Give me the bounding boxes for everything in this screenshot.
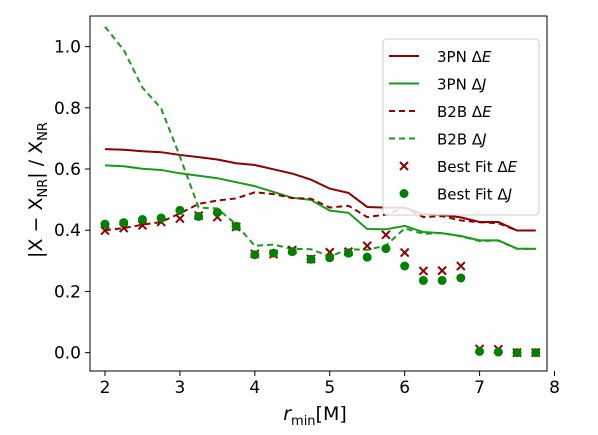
legend-item-3pn-delta-j: 3PN ΔJ	[389, 76, 486, 94]
best-fit-delta-j-point	[362, 252, 372, 262]
legend: 3PN ΔE 3PN ΔJ B2B ΔE B2B ΔJ Best Fit ΔE Best …	[382, 38, 540, 216]
best-fit-delta-e-point	[456, 261, 466, 271]
legend-label: Best Fit ΔE	[437, 158, 518, 176]
best-fit-delta-j-point	[231, 221, 241, 231]
y-axis: 0.0 0.2 0.4 0.6 0.8 1.0	[54, 38, 90, 364]
y-tick-label: 0.8	[54, 99, 81, 119]
series-b2b-delta-j	[104, 26, 536, 258]
x-axis-label: rmin[M]	[283, 403, 347, 429]
legend-label: Best Fit ΔJ	[437, 186, 512, 204]
series-best-fit-delta-e	[100, 210, 541, 358]
best-fit-delta-j-point	[475, 346, 485, 356]
series-3pn-delta-e	[104, 148, 536, 232]
best-fit-delta-j-point	[437, 275, 447, 285]
legend-label: B2B ΔJ	[437, 131, 487, 149]
y-tick-label: 0.6	[54, 160, 81, 180]
series-best-fit-delta-j	[100, 205, 541, 358]
best-fit-delta-j-point	[512, 348, 522, 358]
plot-frame	[89, 15, 548, 372]
best-fit-delta-e-point	[381, 230, 391, 240]
best-fit-delta-e-point	[399, 247, 410, 258]
best-fit-delta-j-point	[493, 347, 503, 357]
y-tick-label: 0.4	[54, 221, 81, 241]
y-tick-label: 0.2	[54, 282, 81, 302]
y-axis-label: |X − XNR| / XNR	[25, 122, 51, 258]
best-fit-delta-j-point	[156, 213, 166, 223]
legend-swatch	[399, 189, 409, 198]
legend-item-3pn-delta-e: 3PN ΔE	[389, 48, 492, 66]
legend-frame	[382, 38, 540, 216]
best-fit-delta-j-point	[194, 211, 204, 221]
legend-item-best-fit-delta-j: Best Fit ΔJ	[399, 186, 512, 204]
best-fit-delta-j-point	[175, 205, 185, 215]
x-tick-label: 3	[174, 378, 185, 398]
b2b-delta-j-line	[104, 26, 536, 258]
best-fit-delta-e-point	[437, 265, 447, 276]
series-layer	[100, 26, 541, 358]
best-fit-delta-j-point	[100, 219, 110, 229]
best-fit-delta-j-point	[531, 348, 541, 358]
legend-label: 3PN ΔJ	[437, 76, 486, 94]
best-fit-delta-j-point	[456, 273, 466, 283]
legend-item-b2b-delta-e: B2B ΔE	[389, 103, 492, 121]
x-tick-label: 4	[249, 378, 260, 398]
best-fit-delta-j-point	[287, 247, 297, 257]
3pn-delta-e-line	[104, 148, 536, 232]
3pn-delta-j-line	[104, 164, 536, 250]
x-tick-label: 6	[399, 378, 410, 398]
best-fit-delta-j-point	[137, 215, 147, 225]
best-fit-delta-e-point	[362, 241, 372, 251]
best-fit-delta-j-point	[250, 250, 260, 260]
x-axis: 2 3 4 5 6 7 8	[100, 371, 560, 398]
y-tick-label: 0.0	[54, 344, 81, 364]
best-fit-delta-e-point	[418, 266, 429, 276]
x-tick-label: 7	[474, 378, 485, 398]
best-fit-delta-j-point	[212, 207, 222, 217]
legend-item-b2b-delta-j: B2B ΔJ	[389, 131, 487, 149]
best-fit-delta-j-point	[400, 261, 410, 271]
best-fit-delta-j-point	[418, 275, 428, 285]
best-fit-delta-e-point	[175, 213, 185, 224]
legend-label: 3PN ΔE	[437, 48, 492, 66]
best-fit-delta-j-point	[381, 244, 391, 254]
best-fit-delta-j-point	[119, 218, 129, 228]
best-fit-delta-j-point	[306, 254, 316, 264]
x-tick-label: 2	[100, 378, 111, 398]
x-tick-label: 8	[549, 378, 560, 398]
legend-swatch	[399, 161, 409, 171]
series-3pn-delta-j	[104, 164, 536, 250]
best-fit-delta-j-point	[325, 253, 335, 263]
best-fit-delta-j-point	[269, 248, 279, 258]
legend-label: B2B ΔE	[437, 103, 492, 121]
best-fit-delta-e-point	[100, 225, 110, 236]
y-tick-label: 1.0	[54, 38, 81, 58]
x-tick-label: 5	[324, 378, 335, 398]
legend-item-best-fit-delta-e: Best Fit ΔE	[399, 158, 518, 176]
best-fit-delta-j-point	[343, 248, 353, 258]
